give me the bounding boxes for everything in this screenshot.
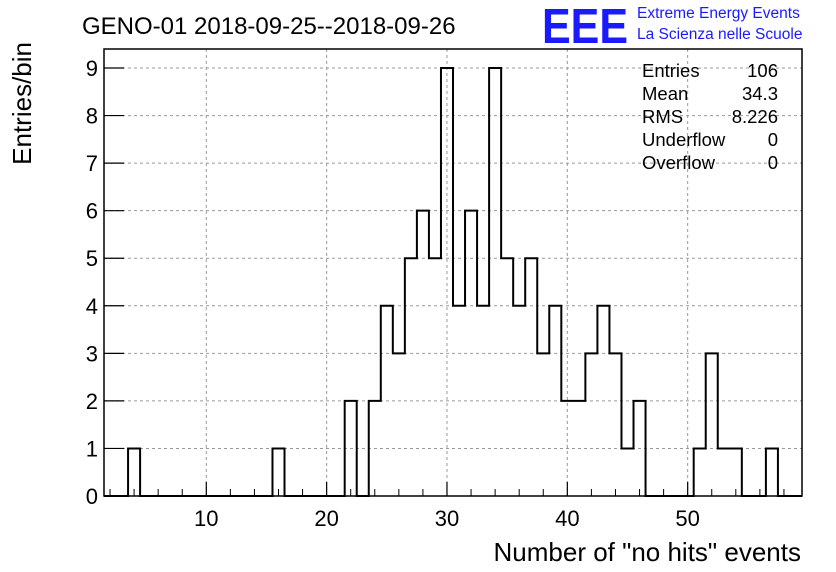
histogram-bin bbox=[441, 68, 453, 496]
histogram-bin bbox=[694, 448, 706, 496]
histogram-bin bbox=[489, 68, 501, 496]
stats-box: Entries 106 Mean 34.3 RMS 8.226 Underflo… bbox=[642, 60, 778, 173]
y-tick-label: 3 bbox=[86, 341, 98, 366]
stats-entries-value: 106 bbox=[747, 60, 778, 81]
plot-frame bbox=[103, 48, 803, 497]
histogram-bin bbox=[393, 353, 405, 496]
histogram-bin bbox=[718, 448, 730, 496]
histogram-bin bbox=[609, 353, 621, 496]
x-tick-label: 50 bbox=[675, 506, 699, 531]
y-tick-label: 8 bbox=[86, 104, 98, 129]
histogram-bin bbox=[405, 258, 417, 496]
x-tick-label: 40 bbox=[555, 506, 579, 531]
y-tick-label: 9 bbox=[86, 56, 98, 81]
histogram-bin bbox=[537, 353, 549, 496]
histogram-bin bbox=[706, 353, 718, 496]
histogram-bin bbox=[621, 448, 633, 496]
chart-title: GENO-01 2018-09-25--2018-09-26 bbox=[82, 13, 456, 40]
eee-logo: EEE bbox=[542, 0, 628, 54]
x-tick-label: 30 bbox=[435, 506, 459, 531]
logo-line-2: La Scienza nelle Scuole bbox=[637, 26, 802, 43]
histogram-bin bbox=[766, 448, 778, 496]
logo-line-1: Extreme Energy Events bbox=[637, 5, 800, 22]
x-tick-label: 20 bbox=[314, 506, 338, 531]
tick-labels: 10 20 30 40 50 0 1 2 3 4 5 6 7 8 9 bbox=[86, 56, 700, 531]
histogram-bin bbox=[272, 448, 284, 496]
stats-mean-label: Mean bbox=[642, 83, 688, 104]
y-tick-label: 7 bbox=[86, 151, 98, 176]
histogram-bin bbox=[585, 353, 597, 496]
y-tick-label: 4 bbox=[86, 294, 98, 319]
stats-overflow-value: 0 bbox=[768, 152, 778, 173]
histogram-bin bbox=[501, 258, 513, 496]
histogram-bin bbox=[128, 448, 140, 496]
histogram-bin bbox=[525, 258, 537, 496]
x-tick-label: 10 bbox=[194, 506, 218, 531]
y-tick-label: 1 bbox=[86, 436, 98, 461]
stats-underflow-value: 0 bbox=[768, 129, 778, 150]
stats-rms-value: 8.226 bbox=[732, 106, 778, 127]
histogram-bin bbox=[429, 258, 441, 496]
stats-overflow-label: Overflow bbox=[642, 152, 716, 173]
stats-entries-label: Entries bbox=[642, 60, 700, 81]
x-axis-label: Number of "no hits" events bbox=[494, 537, 802, 567]
y-axis-label: Entries/bin bbox=[7, 42, 37, 165]
stats-rms-label: RMS bbox=[642, 106, 683, 127]
y-tick-label: 5 bbox=[86, 246, 98, 271]
y-tick-label: 2 bbox=[86, 389, 98, 414]
stats-underflow-label: Underflow bbox=[642, 129, 726, 150]
histogram-bin bbox=[730, 448, 742, 496]
y-tick-label: 0 bbox=[86, 484, 98, 509]
stats-mean-value: 34.3 bbox=[742, 83, 778, 104]
axis-ticks bbox=[104, 67, 785, 497]
y-tick-label: 6 bbox=[86, 199, 98, 224]
